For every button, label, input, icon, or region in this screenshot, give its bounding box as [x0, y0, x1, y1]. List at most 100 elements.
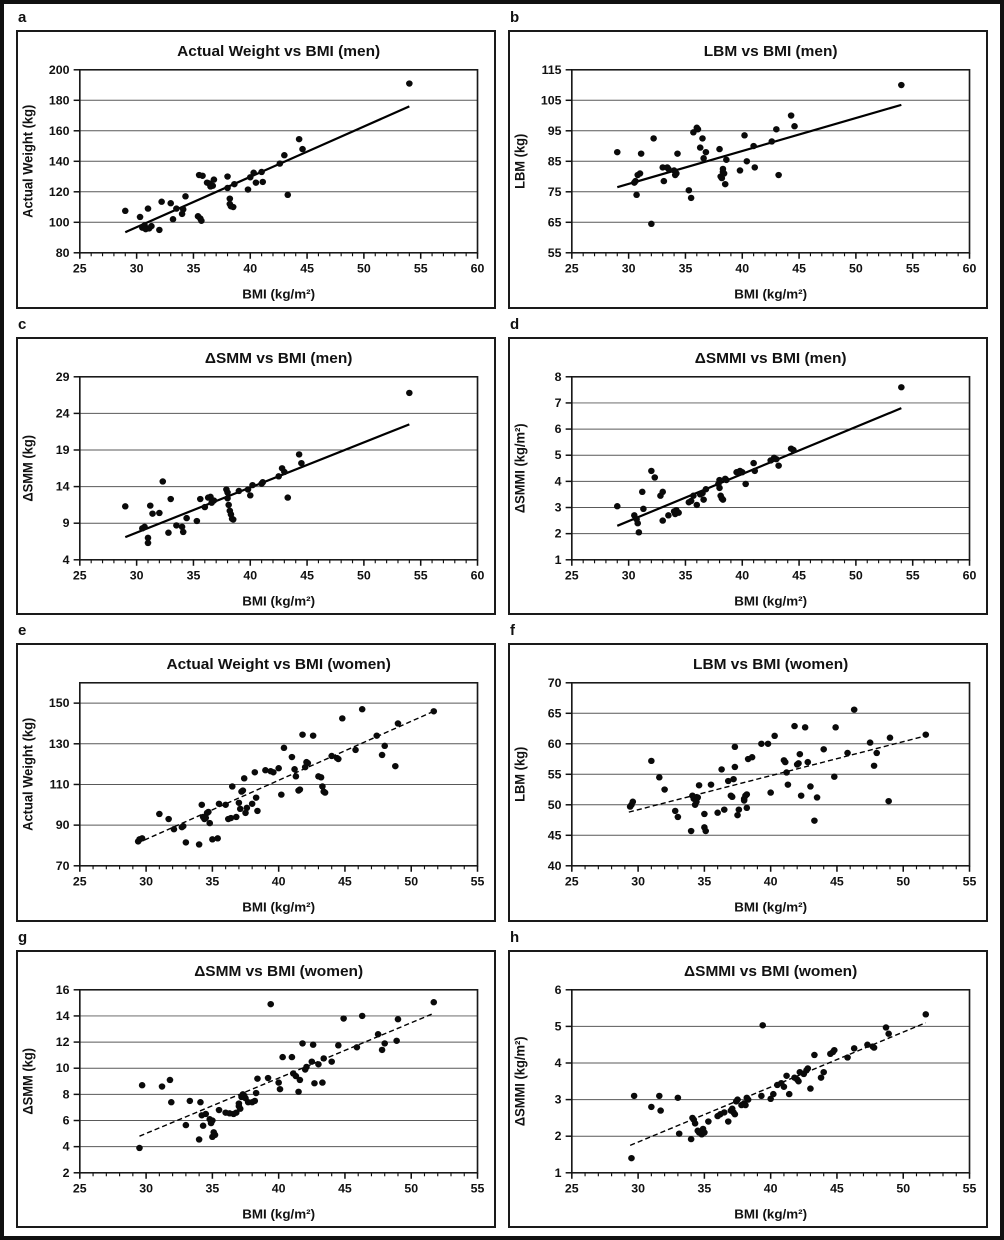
trend-line: [124, 105, 410, 234]
svg-text:45: 45: [300, 568, 314, 582]
data-point: [146, 501, 154, 509]
panel-d: d 25 30 35 40 45 50 55 60 1 2 3 4 5 6 7 8 ΔSMMI vs BMI (…: [502, 313, 994, 620]
data-point: [235, 487, 243, 494]
data-point: [214, 835, 221, 842]
trend-line: [139, 1012, 435, 1137]
data-point: [702, 827, 710, 835]
data-point: [295, 135, 303, 143]
data-point: [292, 773, 300, 780]
data-point: [801, 724, 809, 731]
data-point: [315, 1060, 322, 1067]
svg-text:200: 200: [49, 63, 70, 77]
svg-text:14: 14: [56, 1009, 70, 1023]
data-point: [202, 814, 210, 822]
svg-text:24: 24: [56, 406, 70, 420]
data-point: [720, 1108, 728, 1116]
svg-text:9: 9: [63, 516, 70, 530]
svg-text:150: 150: [49, 696, 70, 710]
svg-text:45: 45: [338, 875, 352, 889]
data-point: [783, 1072, 790, 1079]
data-point: [328, 752, 335, 760]
panel-g: g 25 30 35 40 45 50 55 2 4 6 8 10 12 14 16 ΔSMM vs BMI …: [10, 926, 502, 1233]
svg-text:50: 50: [404, 1181, 418, 1195]
data-point: [209, 836, 216, 843]
data-point: [718, 766, 725, 773]
data-point: [430, 708, 438, 715]
data-point: [633, 191, 640, 199]
data-point: [790, 446, 797, 453]
data-point: [299, 145, 306, 153]
data-point: [665, 165, 672, 173]
data-point: [751, 467, 759, 474]
data-point: [716, 484, 723, 491]
data-point: [136, 213, 144, 221]
data-point: [811, 817, 818, 824]
svg-text:55: 55: [963, 875, 977, 889]
data-point: [246, 491, 254, 499]
x-axis-label: BMI (kg/m²): [242, 287, 315, 302]
data-point: [311, 1079, 318, 1086]
data-point: [210, 496, 218, 504]
data-point: [807, 1084, 814, 1092]
data-point: [229, 203, 237, 211]
data-point: [179, 206, 187, 213]
data-point: [195, 841, 203, 848]
data-point: [378, 1046, 386, 1053]
data-point: [705, 1117, 712, 1125]
svg-text:105: 105: [541, 93, 562, 107]
data-point: [637, 150, 645, 157]
axis-tick-labels: 25 30 35 40 45 50 55 40 45 50 55 60 65 70: [548, 676, 977, 889]
data-point: [339, 715, 346, 722]
data-point: [296, 1076, 304, 1083]
data-point: [922, 731, 930, 738]
data-point: [730, 775, 737, 783]
data-point: [275, 472, 282, 480]
panel-f-chart: 25 30 35 40 45 50 55 40 45 50 55 60 65 70 LBM vs BMI (…: [512, 656, 977, 914]
data-point: [144, 539, 152, 546]
svg-text:40: 40: [764, 875, 778, 889]
data-point: [304, 759, 312, 767]
axis-tick-labels: 25 30 35 40 45 50 55 60 80 100 120 140 160 180 200: [49, 63, 485, 276]
data-point: [276, 1085, 284, 1092]
data-point: [309, 1041, 317, 1048]
svg-text:55: 55: [414, 262, 428, 276]
svg-text:3: 3: [555, 500, 562, 514]
data-point: [630, 1092, 638, 1099]
trend-line: [616, 406, 902, 527]
data-point: [264, 1074, 272, 1081]
data-point: [215, 800, 223, 807]
data-point: [775, 461, 782, 469]
data-point: [251, 769, 259, 776]
data-point: [898, 81, 905, 89]
svg-text:25: 25: [565, 875, 579, 889]
data-point: [275, 1078, 282, 1086]
data-point: [660, 177, 668, 185]
data-point: [694, 126, 702, 133]
data-point: [743, 791, 751, 798]
data-point: [165, 529, 172, 536]
svg-text:35: 35: [187, 568, 201, 582]
data-point: [280, 744, 288, 752]
data-point: [298, 459, 305, 466]
svg-text:60: 60: [963, 262, 977, 276]
plot-frame: [78, 68, 479, 254]
svg-text:45: 45: [300, 262, 314, 276]
data-point: [674, 150, 681, 157]
data-point: [149, 509, 156, 517]
data-point: [138, 1081, 146, 1088]
data-point: [736, 167, 744, 174]
svg-text:45: 45: [792, 568, 806, 582]
data-point: [675, 1129, 683, 1137]
axis-ticks: [73, 69, 479, 259]
data-point: [702, 148, 710, 156]
data-point: [699, 135, 706, 142]
svg-text:5: 5: [555, 1019, 562, 1033]
data-point: [759, 1021, 767, 1028]
data-point: [335, 755, 342, 763]
svg-text:25: 25: [565, 568, 579, 582]
data-point: [136, 1144, 143, 1151]
data-point: [661, 786, 668, 793]
data-point: [832, 724, 839, 731]
svg-text:25: 25: [73, 568, 87, 582]
